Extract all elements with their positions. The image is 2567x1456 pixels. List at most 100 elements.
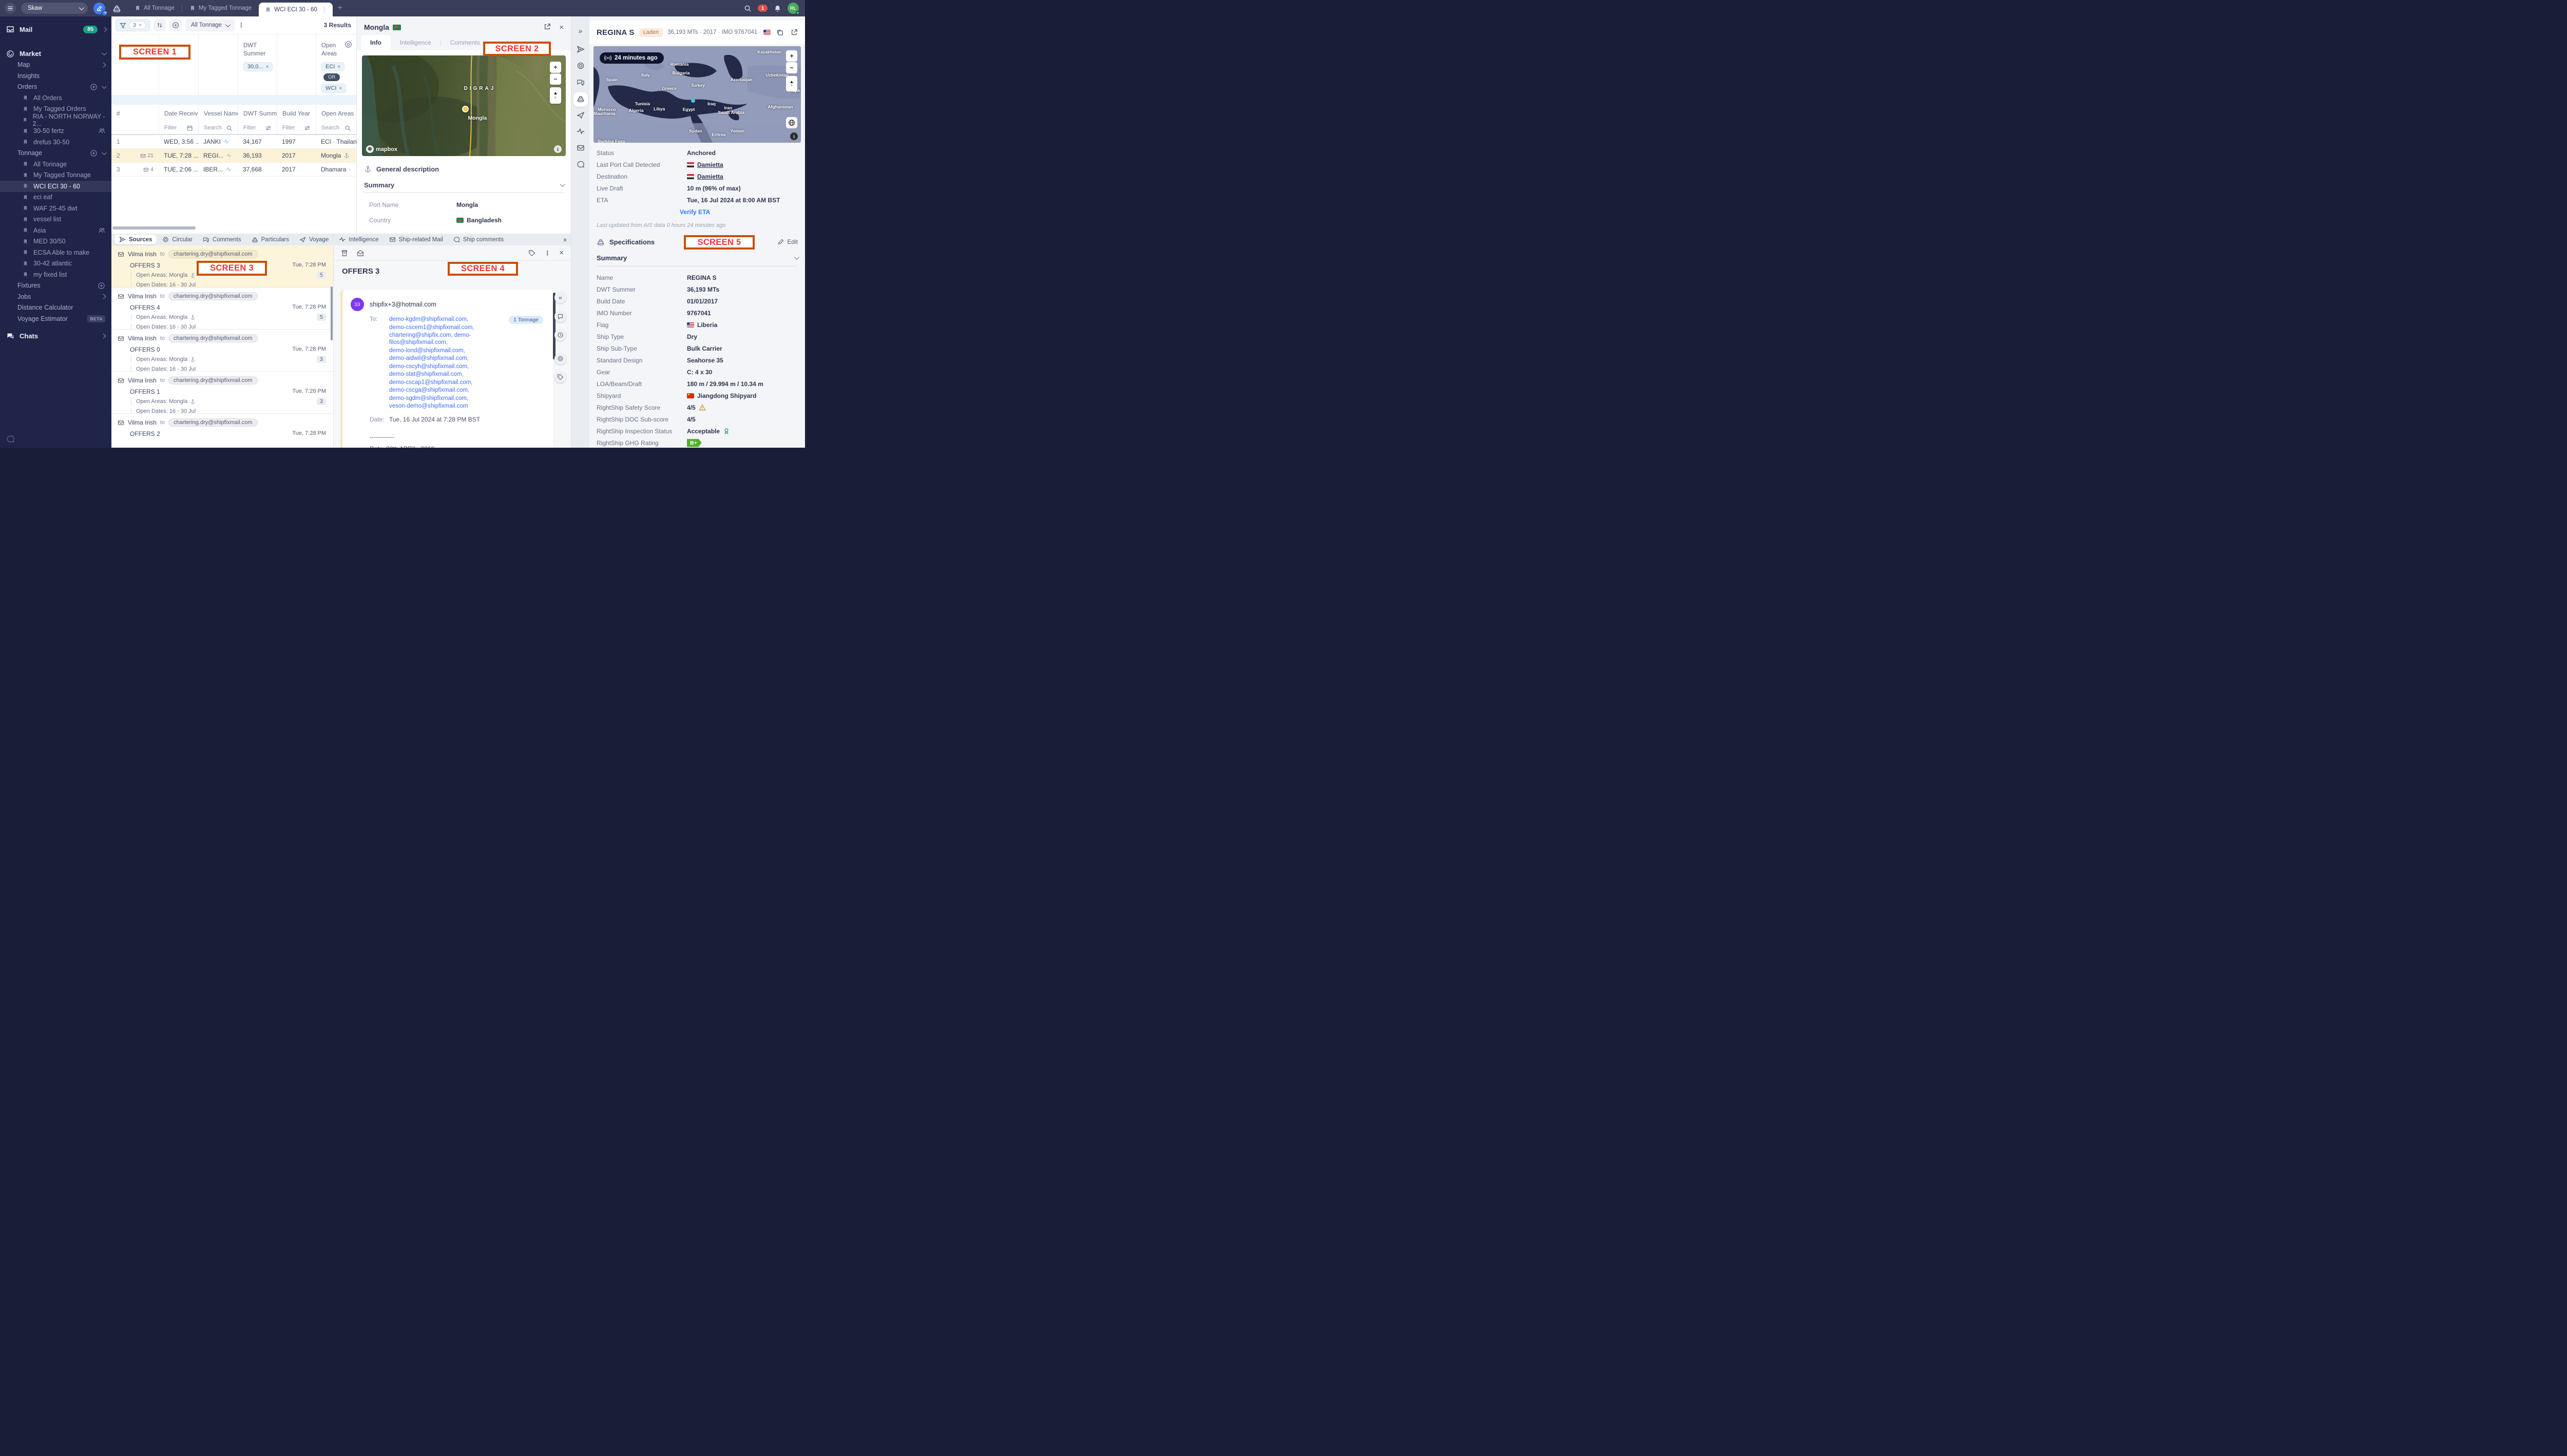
sidebar-item-jobs[interactable]: Jobs — [0, 291, 111, 302]
open-external-icon[interactable] — [544, 23, 551, 30]
bottom-tab-voyage[interactable]: Voyage — [295, 235, 333, 244]
open-area-filter-chip[interactable]: ECI × — [321, 62, 345, 71]
bottom-tab-circular[interactable]: Circular — [158, 235, 197, 244]
sidebar-item-ria-north-norway-2-[interactable]: RIA - NORTH NORWAY - 2... — [0, 113, 111, 127]
search-icon[interactable] — [744, 5, 752, 12]
filter-operator[interactable]: OR — [323, 73, 340, 81]
add-tab-button[interactable]: + — [337, 4, 343, 12]
clear-filters-icon[interactable]: × — [138, 22, 142, 28]
sidebar-item-asia[interactable]: Asia — [0, 225, 111, 236]
bell-icon[interactable] — [774, 5, 781, 12]
edit-specs-button[interactable]: Edit — [778, 238, 798, 245]
port-marker-icon[interactable] — [462, 106, 469, 112]
bottom-tab-comments[interactable]: Comments — [198, 235, 246, 244]
mail-list-item[interactable]: Vilma Irish to chartering.dry@shipfixmail.… — [111, 414, 333, 448]
zoom-out-button[interactable]: − — [786, 62, 797, 73]
eye-icon[interactable] — [344, 41, 352, 48]
dwt-filter-chip[interactable]: 30,0... × — [243, 62, 273, 71]
column-header[interactable]: # — [117, 109, 120, 117]
sidebar-item-map[interactable]: Map — [0, 60, 111, 71]
recipient-address[interactable]: demo-lond@shipfixmail.com, — [389, 347, 465, 354]
chat-fab[interactable] — [554, 311, 566, 322]
sidebar-item-insights[interactable]: Insights — [0, 70, 111, 82]
recipient-address[interactable]: demo-cscem1@shipfixmail.com, — [389, 324, 474, 331]
recipient-address[interactable]: demo-kgdm@shipfixmail.com, — [389, 316, 469, 322]
tag-fab[interactable] — [554, 371, 566, 383]
recipient-address[interactable]: demo-sgdm@shipfixmail.com, — [389, 395, 469, 401]
tab-menu-icon[interactable]: ⋮ — [321, 6, 328, 13]
sidebar-item-vessel-list[interactable]: vessel list — [0, 214, 111, 225]
recipient-chip[interactable]: chartering.dry@shipfixmail.com — [168, 418, 258, 427]
mark-read-icon[interactable] — [357, 250, 364, 257]
filters-button[interactable]: 3 × — [116, 19, 150, 31]
zoom-out-button[interactable]: − — [550, 73, 561, 85]
map-info-icon[interactable]: i — [554, 145, 562, 153]
recipient-address[interactable]: veson-demo@shipfixmail.com — [389, 403, 468, 409]
sidebar-item-30-42-atlantic[interactable]: 30-42 atlantic — [0, 258, 111, 270]
compass-control[interactable]: ▲ ▼ — [550, 87, 561, 104]
recipient-chip[interactable]: chartering.dry@shipfixmail.com — [168, 334, 258, 342]
open-external-icon[interactable] — [791, 29, 798, 36]
tab-info[interactable]: Info — [361, 35, 391, 50]
horizontal-scrollbar[interactable] — [112, 226, 196, 229]
column-filter-input[interactable]: Filter — [277, 122, 316, 134]
bubble-icon[interactable] — [577, 160, 585, 168]
mail-list-item[interactable]: Vilma Irish to chartering.dry@shipfixmail.… — [111, 330, 333, 372]
column-header[interactable]: Build Year — [277, 105, 316, 122]
sidebar-item-mail[interactable]: Mail 85 — [6, 23, 107, 36]
sidebar-item-drefus-30-50[interactable]: drefus 30-50 — [0, 137, 111, 148]
tonnage-chip[interactable]: 1 Tonnage — [509, 316, 543, 324]
recipient-address[interactable]: demo-cscga@shipfixmail.com, — [389, 387, 470, 393]
tab-comments[interactable]: Comments — [450, 39, 480, 46]
tab-intelligence[interactable]: Intelligence — [400, 39, 431, 46]
sidebar-item-all-orders[interactable]: All Orders — [0, 92, 111, 104]
recipient-address[interactable]: demo-cscap1@shipfixmail.com, — [389, 379, 473, 386]
zoom-in-button[interactable]: + — [550, 62, 561, 73]
column-filter-input[interactable]: Search — [198, 122, 238, 134]
sidebar-item-orders[interactable]: Orders — [0, 82, 111, 93]
recipient-address[interactable]: demo-cscyh@shipfixmail.com, — [389, 363, 469, 370]
compose-dropdown-icon[interactable] — [102, 10, 107, 16]
double-chevron-right-icon[interactable]: » — [578, 27, 583, 35]
tab-all-tonnage[interactable]: All Tonnage — [127, 0, 182, 16]
comments-icon[interactable] — [577, 78, 585, 86]
mail-list-item[interactable]: Vilma Irish to chartering.dry@shipfixmail.… — [111, 372, 333, 414]
bottom-tab-sources[interactable]: Sources — [114, 235, 157, 244]
workspace-selector[interactable]: Skaw — [21, 3, 88, 14]
pulse-icon[interactable] — [577, 127, 585, 136]
verify-eta-link[interactable]: Verify ETA — [680, 208, 711, 216]
sidebar-item-tonnage[interactable]: Tonnage — [0, 148, 111, 159]
more-options-icon[interactable]: ⋮ — [544, 249, 551, 257]
send-icon[interactable] — [577, 45, 585, 53]
table-row[interactable]: 3 4 TUE, 2:06 ... IBER... 37,668 2017 Dhamara — [111, 163, 356, 177]
table-row[interactable]: 1 WED, 3:56 ... JANKI 34,167 1997 ECI · Thail… — [111, 135, 356, 149]
bottom-tab-ship-related-mail[interactable]: Ship-related Mail — [385, 235, 448, 244]
close-icon[interactable]: × — [559, 248, 564, 257]
open-area-filter-chip[interactable]: WCI × — [321, 84, 347, 93]
recipient-address[interactable]: demo-stat@shipfixmail.com, — [389, 371, 464, 377]
close-icon[interactable]: × — [559, 23, 564, 32]
sidebar-item-all-tonnage[interactable]: All Tonnage — [0, 159, 111, 170]
bottom-tab-intelligence[interactable]: Intelligence — [334, 235, 383, 244]
sidebar-item-my-tagged-orders[interactable]: My Tagged Orders — [0, 104, 111, 115]
sort-button[interactable] — [153, 19, 166, 31]
avatar[interactable]: RL — [788, 3, 800, 15]
sidebar-item-30-50-fertz[interactable]: 30-50 fertz — [0, 126, 111, 137]
port-map[interactable]: DIGRAJ Mongla + − ▲ ▼ ⊕ mapbox i — [362, 55, 566, 156]
tab-my-tagged-tonnage[interactable]: My Tagged Tonnage — [182, 0, 259, 16]
support-chat-icon[interactable] — [6, 435, 15, 444]
sidebar-item-fixtures[interactable]: Fixtures — [0, 280, 111, 292]
globe-layers-button[interactable] — [786, 117, 797, 128]
port-link[interactable]: Damietta — [687, 173, 723, 180]
sidebar-item-chats[interactable]: Chats — [0, 331, 111, 342]
summary-toggle[interactable]: Summary — [597, 254, 799, 266]
mail-list-item[interactable]: Vilma Irish to chartering.dry@shipfixmail.… — [111, 288, 333, 330]
column-header[interactable]: Vessel Name — [198, 105, 238, 122]
vessel-map[interactable]: FranceAustriaRomaniaKazakhstanUzbekistan… — [593, 46, 801, 143]
column-header[interactable]: Open Areas — [316, 105, 356, 122]
column-filter-input[interactable]: Search — [316, 122, 356, 134]
sidebar-item-med-30-50[interactable]: MED 30/50 — [0, 236, 111, 247]
recipient-address[interactable]: demo-aidwil@shipfixmail.com, — [389, 355, 469, 361]
sidebar-item-voyage-estimator[interactable]: Voyage Estimator BETA — [0, 313, 111, 324]
sidebar-item-market[interactable]: Market — [0, 48, 111, 60]
